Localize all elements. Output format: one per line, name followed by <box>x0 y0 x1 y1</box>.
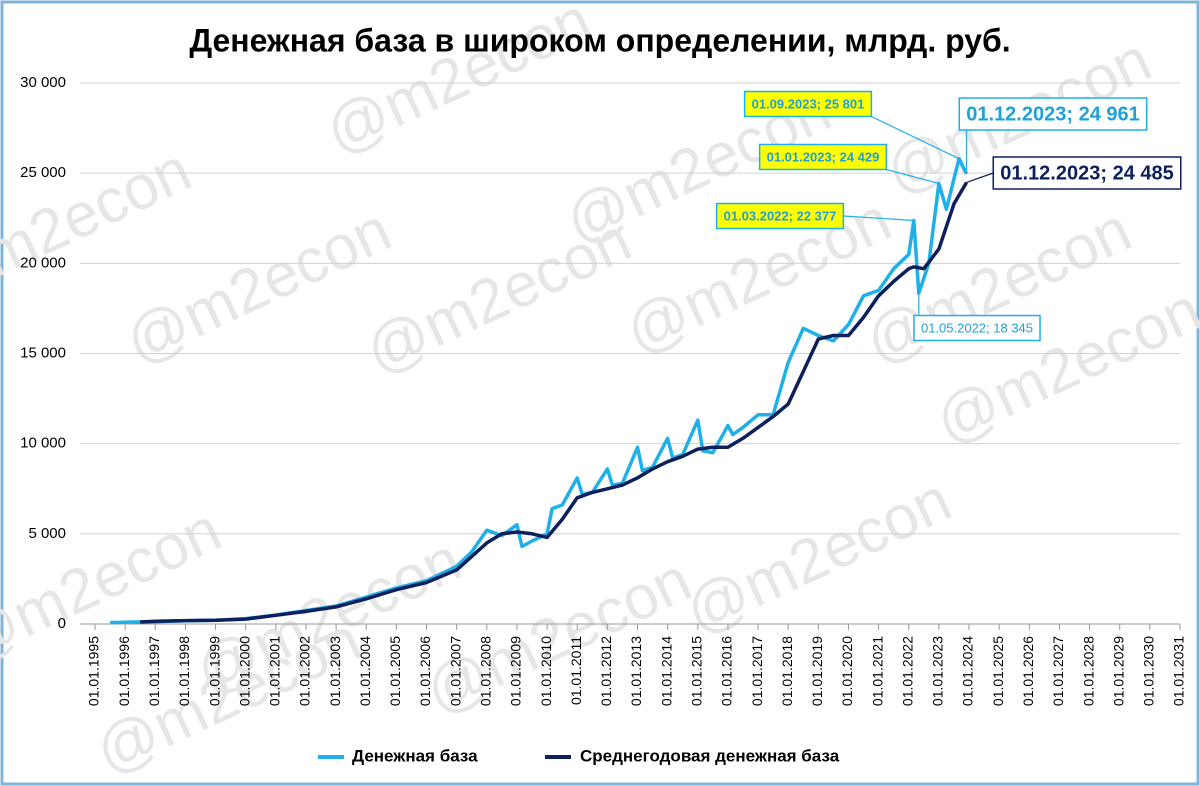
y-tick-label: 20 000 <box>20 254 66 271</box>
x-tick-label: 01.01.2014 <box>658 636 674 706</box>
x-tick-label: 01.01.2021 <box>869 636 885 706</box>
x-tick-label: 01.01.2015 <box>688 636 704 706</box>
label-box <box>958 97 1148 131</box>
label-leader <box>871 115 960 160</box>
x-tick-label: 01.01.2010 <box>538 636 554 706</box>
data-label: 01.05.2022; 18 345 <box>921 320 1033 335</box>
x-tick-label: 01.01.2017 <box>749 636 765 706</box>
x-tick-label: 01.01.2022 <box>899 636 915 706</box>
label-leader <box>966 172 994 184</box>
data-label: 01.03.2022; 22 377 <box>724 208 837 223</box>
y-tick-label: 5 000 <box>28 525 66 542</box>
x-tick-label: 01.01.1995 <box>86 636 102 706</box>
label-box <box>758 143 888 171</box>
x-tick-label: 01.01.2002 <box>297 636 313 706</box>
x-tick-label: 01.01.2028 <box>1080 636 1096 706</box>
chart-title: Денежная база в широком определении, млр… <box>189 22 1010 58</box>
y-tick-label: 0 <box>58 615 66 632</box>
x-tick-label: 01.01.2025 <box>990 636 1006 706</box>
x-tick-label: 01.01.1996 <box>116 636 132 706</box>
label-box <box>715 202 845 230</box>
x-tick-label: 01.01.2020 <box>839 636 855 706</box>
x-tick-label: 01.01.2031 <box>1171 636 1187 706</box>
y-tick-label: 15 000 <box>20 344 66 361</box>
x-tick-label: 01.01.2012 <box>598 636 614 706</box>
legend-label: Денежная база <box>352 746 478 765</box>
data-label: 01.12.2023; 24 961 <box>966 103 1140 125</box>
x-tick-label: 01.01.2024 <box>960 636 976 706</box>
x-tick-label: 01.01.2011 <box>568 636 584 705</box>
x-tick-label: 01.01.2013 <box>628 636 644 706</box>
y-tick-label: 30 000 <box>20 74 66 91</box>
x-tick-label: 01.01.2004 <box>357 636 373 706</box>
x-tick-label: 01.01.2030 <box>1141 636 1157 706</box>
x-tick-label: 01.01.2023 <box>930 636 946 706</box>
x-tick-label: 01.01.1998 <box>176 636 192 706</box>
x-tick-label: 01.01.1997 <box>146 636 162 706</box>
x-tick-label: 01.01.2007 <box>447 636 463 706</box>
data-label: 01.01.2023; 24 429 <box>767 149 880 164</box>
x-tick-label: 01.01.2006 <box>417 636 433 706</box>
y-tick-label: 25 000 <box>20 164 66 181</box>
x-tick-label: 01.01.2016 <box>719 636 735 706</box>
x-tick-label: 01.01.2026 <box>1020 636 1036 706</box>
x-tick-label: 01.01.2005 <box>387 636 403 706</box>
x-tick-label: 01.01.2019 <box>809 636 825 706</box>
x-tick-label: 01.01.2008 <box>478 636 494 706</box>
x-tick-label: 01.01.2018 <box>779 636 795 706</box>
label-box <box>743 90 873 118</box>
data-label: 01.09.2023; 25 801 <box>752 96 865 111</box>
label-box <box>992 156 1182 190</box>
y-tick-label: 10 000 <box>20 435 66 452</box>
label-leader <box>886 168 940 185</box>
x-tick-label: 01.01.1999 <box>206 636 222 706</box>
line-series <box>140 181 969 624</box>
data-label: 01.12.2023; 24 485 <box>1000 162 1174 184</box>
label-leader <box>843 215 914 222</box>
x-tick-label: 01.01.2003 <box>327 636 343 706</box>
label-box <box>913 314 1041 342</box>
x-tick-label: 01.01.2027 <box>1050 636 1066 706</box>
x-tick-label: 01.01.2001 <box>267 636 283 706</box>
x-tick-label: 01.01.2009 <box>508 636 524 706</box>
legend-label: Среднегодовая денежная база <box>580 746 840 765</box>
x-tick-label: 01.01.2000 <box>236 636 252 706</box>
x-tick-label: 01.01.2029 <box>1110 636 1126 706</box>
